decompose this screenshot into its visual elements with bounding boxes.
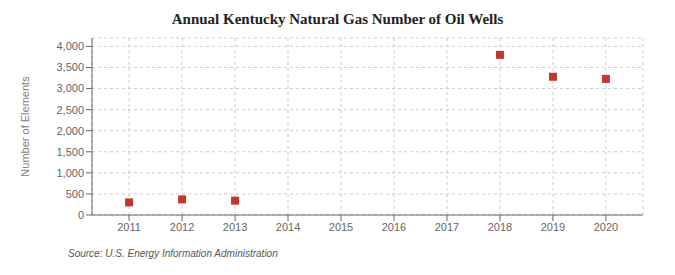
svg-text:1,000: 1,000	[56, 167, 84, 179]
svg-text:2019: 2019	[541, 221, 565, 233]
svg-text:2,500: 2,500	[56, 104, 84, 116]
svg-text:4,000: 4,000	[56, 40, 84, 52]
svg-text:2011: 2011	[117, 221, 141, 233]
svg-text:2018: 2018	[488, 221, 512, 233]
svg-text:0: 0	[78, 209, 84, 221]
svg-text:2020: 2020	[594, 221, 618, 233]
svg-text:3,000: 3,000	[56, 82, 84, 94]
svg-text:2017: 2017	[435, 221, 459, 233]
svg-text:Number of Elements: Number of Elements	[19, 76, 31, 177]
html-text:Annual Kentucky Natural Gas Nu: Annual Kentucky Natural Gas Number of Oi…	[171, 11, 504, 27]
svg-text:2,000: 2,000	[56, 125, 84, 137]
svg-text:2016: 2016	[382, 221, 406, 233]
html-text:Source: U.S. Energy Informatio: Source: U.S. Energy Information Administ…	[68, 248, 278, 259]
svg-text:500: 500	[66, 188, 84, 200]
svg-text:2013: 2013	[223, 221, 247, 233]
svg-text:2014: 2014	[276, 221, 300, 233]
svg-text:3,500: 3,500	[56, 61, 84, 73]
svg-text:2012: 2012	[170, 221, 194, 233]
svg-text:1,500: 1,500	[56, 146, 84, 158]
svg-text:2015: 2015	[329, 221, 353, 233]
